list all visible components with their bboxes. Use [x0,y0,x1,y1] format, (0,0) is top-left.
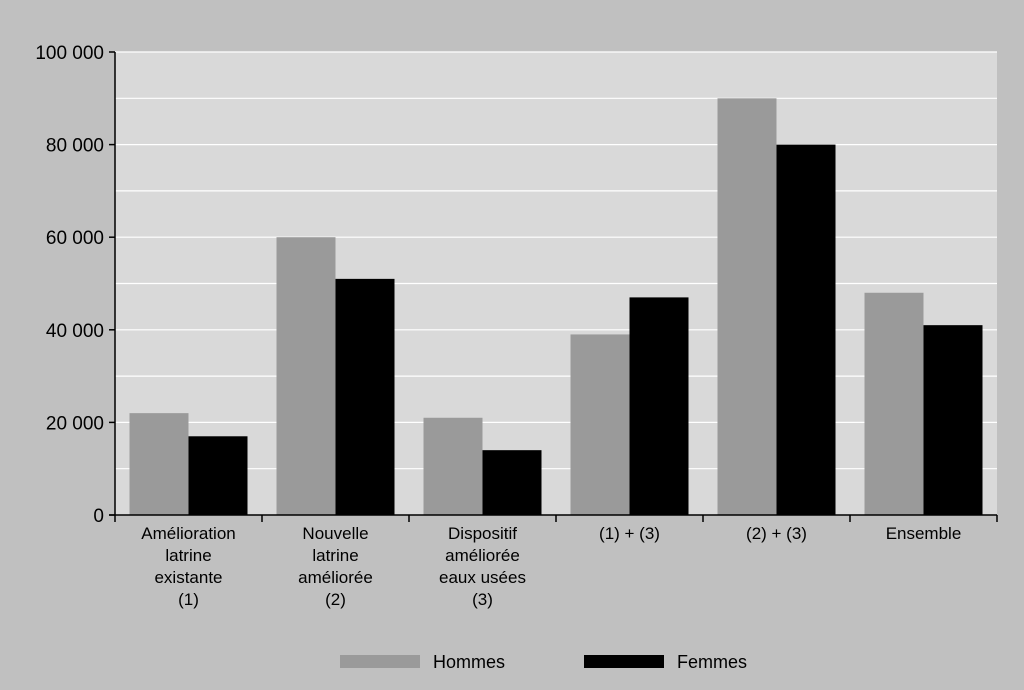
bar-hommes-1 [129,413,189,515]
x-tick-label: (2) + (3) [746,524,807,543]
x-tick-label-line: Dispositif [448,524,517,543]
bar-femmes-3 [482,450,542,515]
x-axis: Amélioration latrine existante (1) Nouvelle l… [109,514,998,609]
bar-femmes-6 [923,325,983,515]
x-tick-label-line: (2) + (3) [746,524,807,543]
x-tick-label: Amélioration latrine existante (1) [141,524,236,609]
bar-femmes-5 [776,144,836,515]
bar-hommes-2 [276,237,336,515]
y-tick-label: 40 000 [46,321,104,342]
x-tick-label-line: (3) [472,590,493,609]
x-tick-label-line: (2) [325,590,346,609]
legend-label-femmes: Femmes [677,652,747,672]
legend-swatch-hommes [340,655,420,668]
gridlines [115,51,997,470]
y-tick-label: 80 000 [46,136,104,157]
y-tick-label: 100 000 [35,43,104,64]
bar-hommes-4 [570,334,630,515]
x-tick-label-line: améliorée [445,546,520,565]
legend-label-hommes: Hommes [433,652,505,672]
x-tick-label-line: améliorée [298,568,373,587]
bar-femmes-1 [188,436,248,515]
bar-hommes-5 [717,98,777,516]
bar-hommes-3 [423,417,483,515]
y-tick-label: 0 [93,506,104,527]
x-tick-label-line: Nouvelle [302,524,368,543]
x-tick-label: Nouvelle latrine améliorée (2) [298,524,373,609]
x-tick-label-line: existante [154,568,222,587]
y-tick-label: 20 000 [46,413,104,434]
x-tick-label: Dispositif améliorée eaux usées (3) [439,524,526,609]
x-tick-label-line: eaux usées [439,568,526,587]
bar-femmes-4 [629,297,689,515]
bars [129,98,983,516]
y-tick-label: 60 000 [46,228,104,249]
y-axis: 0 20 000 40 000 60 000 80 000 100 000 [35,43,116,527]
x-tick-label-line: latrine [312,546,358,565]
legend: Hommes Femmes [340,652,747,672]
x-tick-label-line: latrine [165,546,211,565]
x-tick-label-line: Ensemble [886,524,962,543]
bar-femmes-2 [335,278,395,515]
x-tick-label: Ensemble [886,524,962,543]
x-tick-label-line: (1) [178,590,199,609]
legend-swatch-femmes [584,655,664,668]
x-tick-label-line: Amélioration [141,524,236,543]
x-tick-label-line: (1) + (3) [599,524,660,543]
x-tick-label: (1) + (3) [599,524,660,543]
bar-hommes-6 [864,292,924,515]
